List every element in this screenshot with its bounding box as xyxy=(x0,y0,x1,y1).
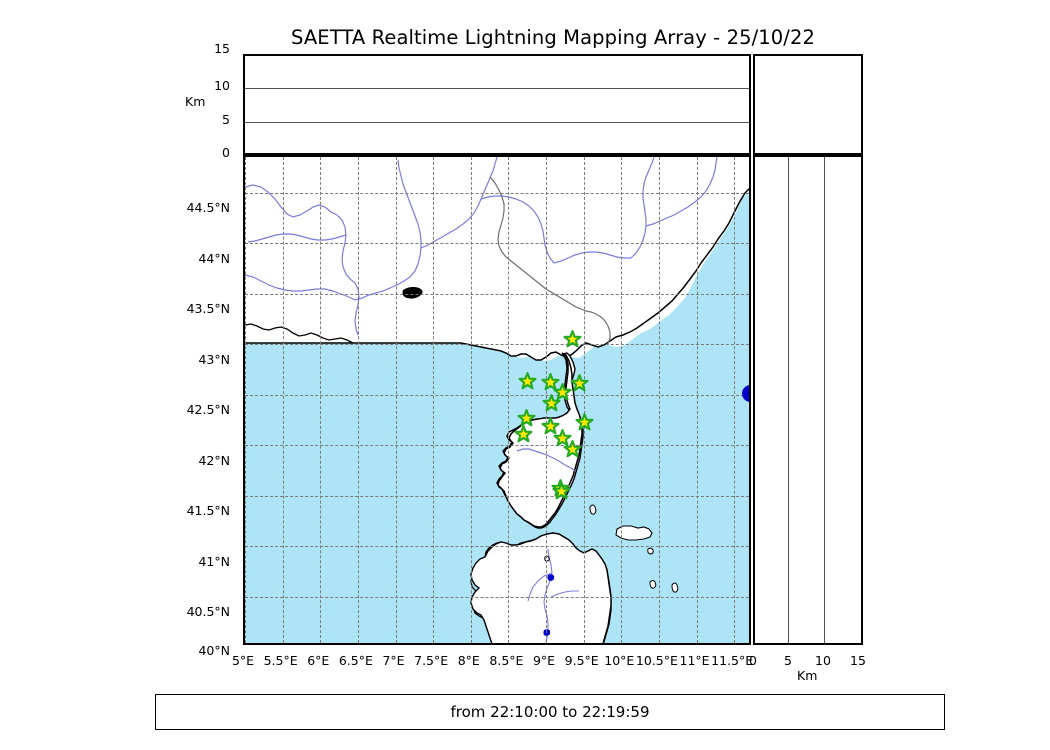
gridline-10km xyxy=(245,88,749,90)
tick-lon-7.5: 7.5°E xyxy=(414,653,449,668)
lma-station-marker[interactable] xyxy=(514,424,533,443)
map-gridline-lon-10 xyxy=(621,157,623,643)
tick-lon-7: 7°E xyxy=(382,653,405,668)
lma-station-marker[interactable] xyxy=(553,382,572,401)
lma-station-marker[interactable] xyxy=(542,394,561,412)
tick-lon-9: 9°E xyxy=(532,653,556,668)
tick-lat-41: 41°N xyxy=(198,554,230,569)
gridline-10km-right xyxy=(823,157,825,643)
tick-lon-11: 11°E xyxy=(679,653,710,668)
map-gridline-lon-9.5 xyxy=(583,157,585,643)
tick-lon-8.5: 8.5°E xyxy=(489,653,524,668)
tick-lon-11.5: 11.5°E xyxy=(711,653,754,668)
tick-lon-5: 5°E xyxy=(231,653,255,668)
page-title: SAETTA Realtime Lightning Mapping Array … xyxy=(291,26,815,49)
map-gridline-lon-6 xyxy=(320,157,322,643)
tick-lat-43.5: 43.5°N xyxy=(186,301,230,316)
map-gridline-lat-43.5 xyxy=(245,293,749,295)
gridline-5km xyxy=(245,121,749,123)
time-range-text: from 22:10:00 to 22:19:59 xyxy=(450,703,650,721)
panel-corner xyxy=(753,54,863,155)
tick-lon-6.5: 6.5°E xyxy=(338,653,373,668)
map-gridline-lon-11 xyxy=(696,157,698,643)
map-gridline-lat-44 xyxy=(245,243,749,245)
lma-station-marker[interactable] xyxy=(563,440,583,458)
map-gridline-lon-5.5 xyxy=(282,157,284,643)
map-gridline-lat-42.5 xyxy=(245,394,749,396)
lightning-source-dot[interactable] xyxy=(742,384,749,402)
status-bar: from 22:10:00 to 22:19:59 xyxy=(155,694,945,730)
lma-station-marker[interactable] xyxy=(553,429,572,447)
panel-altitude-vs-latitude xyxy=(753,155,863,645)
lma-station-marker[interactable] xyxy=(575,413,594,431)
lma-station-marker[interactable] xyxy=(570,373,589,392)
tick-lon-9.5: 9.5°E xyxy=(564,653,599,668)
lma-station-marker[interactable] xyxy=(541,373,560,391)
tick-lat-44.5: 44.5°N xyxy=(186,200,230,215)
tick-top-0: 0 xyxy=(222,145,230,160)
tick-right-15: 15 xyxy=(850,653,866,668)
tick-lon-10: 10°E xyxy=(604,653,635,668)
tick-lon-10.5: 10.5°E xyxy=(635,653,678,668)
map-gridline-lon-8 xyxy=(470,157,472,643)
tick-lat-41.5: 41.5°N xyxy=(186,503,230,518)
tick-right-5: 5 xyxy=(784,653,792,668)
tick-top-15: 15 xyxy=(214,41,230,56)
map-gridline-lat-41.5 xyxy=(245,495,749,497)
map-gridline-lat-43 xyxy=(245,344,749,346)
tick-right-0: 0 xyxy=(749,653,757,668)
map-gridline-lon-8.5 xyxy=(508,157,510,643)
lma-station-marker[interactable] xyxy=(518,372,537,390)
map-gridline-lon-7.5 xyxy=(433,157,435,643)
tick-lon-6: 6°E xyxy=(307,653,330,668)
tick-right-10: 10 xyxy=(815,653,831,668)
gridline-5km-right xyxy=(788,157,790,643)
lma-station-marker[interactable] xyxy=(552,482,571,500)
tick-lat-42.5: 42.5°N xyxy=(186,402,230,417)
axis-label-km-right: Km xyxy=(797,668,818,683)
map-gridline-lon-6.5 xyxy=(357,157,359,643)
tick-lat-44: 44°N xyxy=(198,251,230,266)
map-gridline-lon-11.5 xyxy=(734,157,736,643)
tick-lat-43: 43°N xyxy=(198,352,230,367)
panel-map[interactable] xyxy=(243,155,751,645)
lma-station-marker[interactable] xyxy=(541,417,560,435)
map-gridline-lon-10.5 xyxy=(658,157,660,643)
tick-lat-40: 40°N xyxy=(198,643,230,658)
tick-lon-5.5: 5.5°E xyxy=(263,653,298,668)
lma-station-marker[interactable] xyxy=(517,409,536,427)
tick-lat-42: 42°N xyxy=(198,453,230,468)
axis-label-km-top: Km xyxy=(185,94,206,109)
tick-lat-40.5: 40.5°N xyxy=(186,604,230,619)
map-gridline-lat-44.5 xyxy=(245,192,749,194)
map-gridline-lon-7 xyxy=(395,157,397,643)
map-gridline-lat-41 xyxy=(245,546,749,548)
panel-altitude-vs-longitude xyxy=(243,54,751,155)
map-gridline-lat-42 xyxy=(245,445,749,447)
map-gridline-lat-40.5 xyxy=(245,596,749,598)
lma-station-marker[interactable] xyxy=(563,329,582,348)
tick-top-10: 10 xyxy=(214,78,230,93)
map-gridline-lon-5 xyxy=(245,157,246,643)
tick-lon-8: 8°E xyxy=(457,653,480,668)
tick-top-5: 5 xyxy=(222,112,230,127)
